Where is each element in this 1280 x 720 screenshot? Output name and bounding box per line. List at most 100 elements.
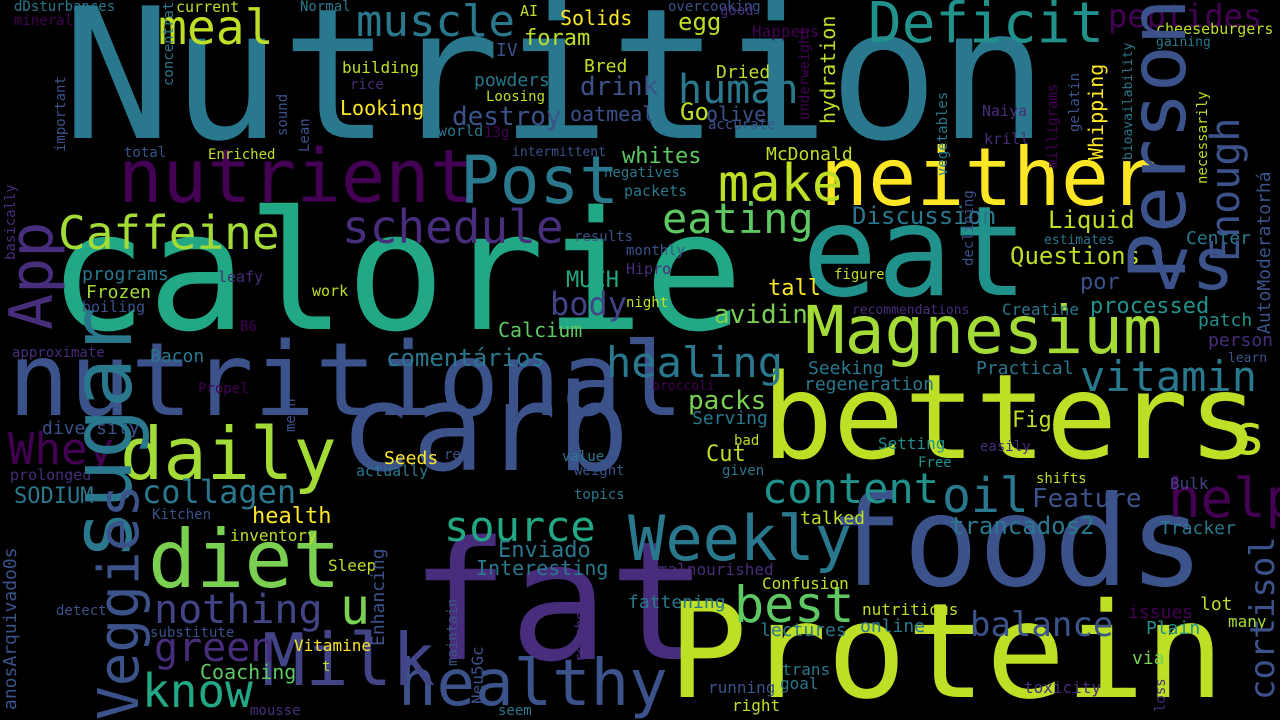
word-trancados2: trancados2 — [950, 512, 1095, 540]
word-whey: Whey — [8, 424, 114, 475]
word-sleep: Sleep — [328, 556, 377, 575]
word-liquid: Liquid — [1048, 206, 1135, 234]
word-muscle: muscle — [356, 0, 515, 47]
word-foram: foram — [524, 26, 591, 51]
word-shifts: shifts — [1036, 471, 1087, 487]
word-lectures: lectures — [760, 620, 847, 641]
word-sodium: SODIUM — [14, 484, 94, 509]
word-app: Milk — [262, 618, 436, 702]
word-balance: balance — [970, 605, 1114, 645]
word-egg: egg — [678, 8, 722, 36]
word-recommendations: recommendations — [852, 303, 970, 318]
word-mousse: mousse — [250, 703, 301, 719]
word-peptides: peptides — [1108, 0, 1263, 35]
word-nutrient: nutrient — [118, 134, 475, 220]
word-whites: whites — [622, 144, 702, 169]
word-mass: good — [720, 3, 754, 19]
word-neu5gc: Neu5Gc — [468, 646, 487, 704]
word-kitchen: Kitchen — [152, 507, 212, 523]
word-mcdonald: McDonald — [766, 144, 853, 165]
word-fattening: fattening — [628, 592, 726, 613]
word-practical: Practical — [976, 358, 1074, 379]
word-destroy: destroy — [452, 102, 562, 132]
word-nutrition: Nutrition — [62, 0, 1049, 181]
word-13g: 13g — [484, 125, 510, 141]
word-interesting: Interesting — [476, 556, 609, 580]
word-green: green — [154, 625, 275, 671]
word-foods: foods — [828, 470, 1205, 615]
word-bad: bad — [734, 433, 760, 449]
word-plain: Plain — [1146, 618, 1201, 639]
word-eat: eat — [802, 180, 1028, 325]
word-weight: weight — [574, 463, 625, 479]
word-good: concentration — [161, 0, 177, 86]
word-figure: figure — [834, 267, 885, 283]
word-por: por — [1080, 270, 1120, 295]
word-cheeseburgers: cheeseburgers — [1156, 20, 1274, 38]
word-calorie: calorie — [48, 176, 744, 368]
word-ddsturbances: dDsturbances — [14, 0, 116, 15]
word-healing: healing — [606, 338, 784, 387]
word-best: best — [734, 576, 855, 634]
word-coaching: Coaching — [200, 660, 297, 684]
word-calcium: Calcium — [498, 318, 583, 342]
word-powders: powders — [474, 70, 550, 91]
word-concentration: basically — [3, 184, 19, 260]
word-krill: krill — [984, 130, 1030, 148]
word-work: work — [312, 282, 349, 300]
word-automoderatorha: AutoModeratorhá — [1254, 171, 1275, 334]
word-enhancing: Enhancing — [368, 548, 389, 646]
word-necessarily: necessarily — [1195, 91, 1211, 184]
word-deficit: Deficit — [868, 0, 1105, 56]
word-easily: easily — [980, 439, 1031, 455]
word-online: online — [860, 616, 926, 637]
word-boiling: boiling — [82, 298, 146, 316]
word-packs: packs — [688, 386, 767, 416]
word-t: t — [322, 659, 331, 675]
word-estimates: estimates — [1044, 233, 1115, 248]
word-enough: Enough — [1203, 117, 1249, 263]
word-healthy: healthy — [398, 647, 668, 720]
word-gaining: gaining — [1156, 35, 1211, 50]
word-red: red — [444, 447, 470, 463]
word-enviado: Enviado — [498, 538, 591, 563]
word-bred: Bred — [584, 56, 628, 77]
word-actually: actually — [356, 462, 429, 480]
word-happens: Happens — [752, 22, 820, 41]
word-approximate: approximate — [12, 345, 105, 361]
word-packets: packets — [624, 182, 688, 200]
word-tracker: Tracker — [1160, 518, 1236, 539]
word-solids: Solids — [560, 6, 633, 30]
word-nutritional: nutritional — [8, 321, 684, 440]
word-collagen: collagen — [142, 473, 297, 511]
word-hydration: hydration — [816, 15, 840, 124]
word-normal: Normal — [300, 0, 351, 15]
word-free: Free — [918, 455, 952, 471]
word-feature: Feature — [1032, 484, 1142, 514]
word-toxicity: toxicity — [1024, 678, 1102, 697]
word-processed: processed — [1090, 294, 1210, 319]
word-sound: vegetables — [935, 91, 951, 176]
word-via: via — [1132, 648, 1165, 669]
word-basically: Lean — [297, 118, 313, 152]
word-vitamine: Vitamine — [294, 636, 372, 655]
word-right: right — [732, 696, 781, 715]
word-cortisol: cortisol — [1243, 536, 1280, 700]
word-caffeine: Caffeine — [58, 206, 280, 260]
word-carb: carb — [340, 360, 629, 499]
word-reached: reached — [573, 602, 589, 662]
word-u: u — [340, 578, 371, 636]
word-fat: fat — [410, 506, 709, 698]
word-health: health — [252, 504, 332, 529]
word-frozen: Frozen — [86, 282, 152, 303]
word-anosarquivado0s: anosArquivado0s — [0, 547, 21, 710]
word-broccoli: broccoli — [652, 379, 715, 394]
word-confusion: Confusion — [762, 574, 849, 593]
word-nothing: nothing — [154, 587, 323, 633]
word-olive: olive — [706, 102, 767, 126]
word-ai: AI — [520, 2, 539, 20]
word-tall: tall — [768, 276, 821, 301]
word-veggies: Veggies — [87, 483, 152, 720]
word-go: Go — [680, 98, 709, 126]
word-milligrams: milligrams — [1045, 83, 1061, 168]
